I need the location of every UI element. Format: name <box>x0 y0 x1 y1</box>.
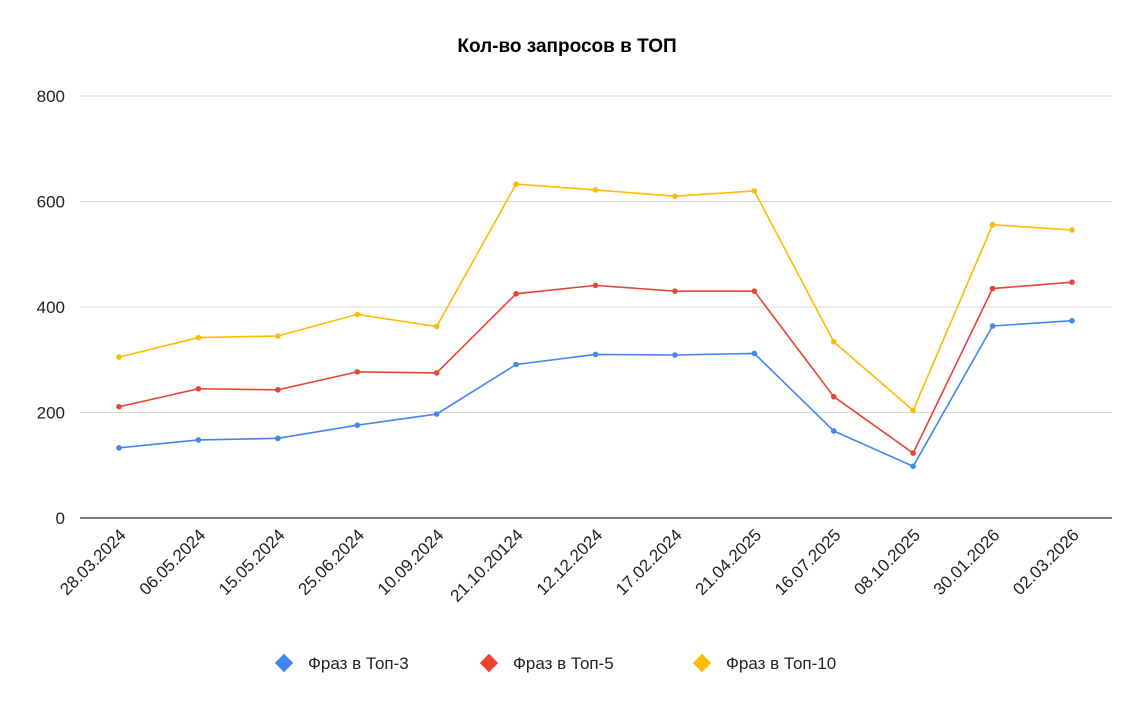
data-point <box>195 385 202 392</box>
data-point <box>116 403 122 410</box>
data-point <box>592 351 599 358</box>
x-tick-label: 02.03.2026 <box>1009 525 1083 599</box>
data-point <box>751 188 758 194</box>
data-point <box>989 323 996 329</box>
legend-marker-2 <box>479 653 499 673</box>
data-point <box>354 422 361 428</box>
data-point <box>830 393 837 400</box>
data-point <box>751 288 758 294</box>
legend-marker-1 <box>274 653 294 673</box>
x-tick-label: 10.09.2024 <box>374 525 448 599</box>
y-tick-label: 400 <box>37 298 65 317</box>
y-tick-label: 600 <box>37 193 65 212</box>
x-tick-label: 12.12.2024 <box>533 525 607 599</box>
x-tick-label: 28.03.2024 <box>56 525 130 599</box>
x-tick-label: 25.06.2024 <box>294 525 368 599</box>
data-point <box>910 407 916 414</box>
data-point <box>513 181 519 187</box>
x-tick-label: 17.02.2024 <box>612 525 686 599</box>
x-tick-label: 21.04.2025 <box>692 525 766 599</box>
data-point <box>672 288 678 294</box>
data-point <box>116 445 122 451</box>
series-line-3 <box>118 183 1073 412</box>
y-tick-label: 800 <box>37 87 65 106</box>
data-point <box>989 285 996 292</box>
data-point <box>433 323 440 330</box>
data-point <box>433 370 440 376</box>
data-point <box>275 333 281 339</box>
legend-label-2: Фраз в Топ-5 <box>513 654 614 673</box>
data-point <box>195 334 202 341</box>
y-tick-label: 0 <box>56 509 65 528</box>
x-tick-label: 15.05.2024 <box>215 525 289 599</box>
data-point <box>513 291 519 297</box>
data-point <box>592 282 599 289</box>
data-point <box>1069 279 1075 286</box>
x-tick-label: 16.07.2025 <box>771 525 845 599</box>
data-point <box>1069 317 1075 324</box>
x-tick-label: 30.01.2026 <box>930 525 1004 599</box>
series-line-2 <box>118 281 1073 455</box>
data-point <box>830 428 837 434</box>
data-point <box>672 352 678 358</box>
data-point <box>1069 227 1075 233</box>
legend-marker-3 <box>692 653 712 673</box>
legend: Фраз в Топ-3 Фраз в Топ-5 Фраз в Топ-10 <box>274 653 836 673</box>
data-point <box>195 437 202 443</box>
data-point <box>275 387 281 393</box>
data-point <box>672 193 678 200</box>
data-point <box>592 187 599 193</box>
series-lines <box>116 181 1075 470</box>
data-point <box>751 350 758 357</box>
data-point <box>513 361 519 368</box>
data-point <box>989 221 996 228</box>
data-point <box>354 369 361 375</box>
x-tick-label: 06.05.2024 <box>136 525 210 599</box>
data-point <box>830 339 837 345</box>
legend-label-1: Фраз в Топ-3 <box>308 654 409 673</box>
series-line-1 <box>118 319 1073 468</box>
gridlines <box>80 95 1112 519</box>
data-point <box>910 463 916 470</box>
x-axis: 28.03.2024 06.05.2024 15.05.2024 25.06.2024… <box>56 525 1083 605</box>
data-point <box>354 311 361 318</box>
chart-title: Кол-во запросов в ТОП <box>457 36 676 57</box>
legend-label-3: Фраз в Топ-10 <box>726 654 836 673</box>
data-point <box>433 411 440 417</box>
data-point <box>910 450 916 456</box>
y-axis: 0 200 400 600 800 <box>37 87 65 528</box>
x-tick-label: 21.10.20124 <box>447 525 527 605</box>
y-tick-label: 200 <box>37 404 65 423</box>
data-point <box>116 354 122 360</box>
x-tick-label: 08.10.2025 <box>850 525 924 599</box>
data-point <box>275 435 281 442</box>
